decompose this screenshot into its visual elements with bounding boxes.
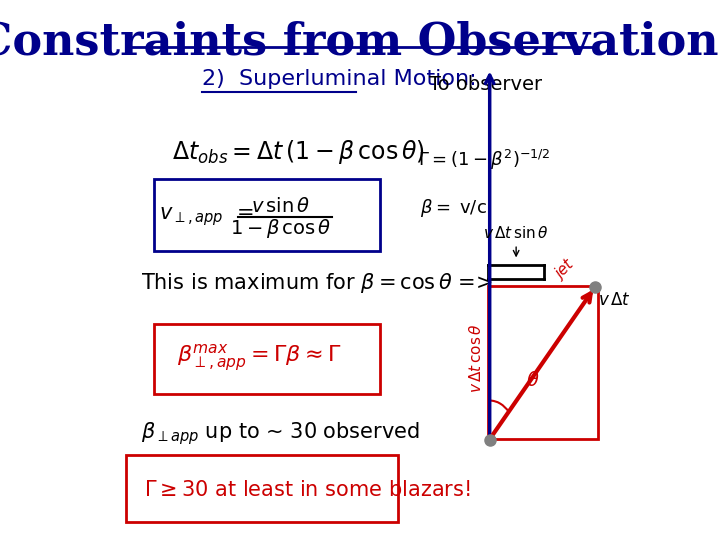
Text: jet: jet xyxy=(553,257,577,282)
Text: $v\,\Delta t\,\sin\theta$: $v\,\Delta t\,\sin\theta$ xyxy=(483,226,549,241)
Text: $1 - \beta\,\cos\theta$: $1 - \beta\,\cos\theta$ xyxy=(230,217,332,240)
Text: $\beta^{max}_{\perp,app} = \Gamma\beta \approx \Gamma$: $\beta^{max}_{\perp,app} = \Gamma\beta \… xyxy=(177,343,341,374)
Text: 2)  Superluminal Motion:: 2) Superluminal Motion: xyxy=(202,69,477,89)
Text: $\Gamma = (1 - \beta^2)^{-1/2}$: $\Gamma = (1 - \beta^2)^{-1/2}$ xyxy=(418,148,551,172)
Text: $\theta$: $\theta$ xyxy=(526,370,540,390)
Text: $\beta = $ v/c: $\beta = $ v/c xyxy=(420,197,487,219)
Text: $\Delta t_{obs} = \Delta t\,(1 - \beta\,\cos\theta)$: $\Delta t_{obs} = \Delta t\,(1 - \beta\,… xyxy=(172,138,425,166)
Text: This is maximum for $\beta = \cos\theta$ =>: This is maximum for $\beta = \cos\theta$… xyxy=(141,272,492,295)
Text: Constraints from Observations: Constraints from Observations xyxy=(0,20,720,63)
Text: $\Gamma \geq 30$ at least in some blazars!: $\Gamma \geq 30$ at least in some blazar… xyxy=(144,480,470,500)
Text: To observer: To observer xyxy=(428,75,541,94)
Text: $v_{\perp,app}$  =: $v_{\perp,app}$ = xyxy=(159,205,253,228)
Text: $v\,\Delta t$: $v\,\Delta t$ xyxy=(598,291,631,308)
Text: $v\,\sin\theta$: $v\,\sin\theta$ xyxy=(251,197,311,216)
Text: $\beta_{\perp app}$ up to ~ 30 observed: $\beta_{\perp app}$ up to ~ 30 observed xyxy=(141,421,420,447)
Text: $v\,\Delta t\,\cos\theta$: $v\,\Delta t\,\cos\theta$ xyxy=(468,324,484,394)
